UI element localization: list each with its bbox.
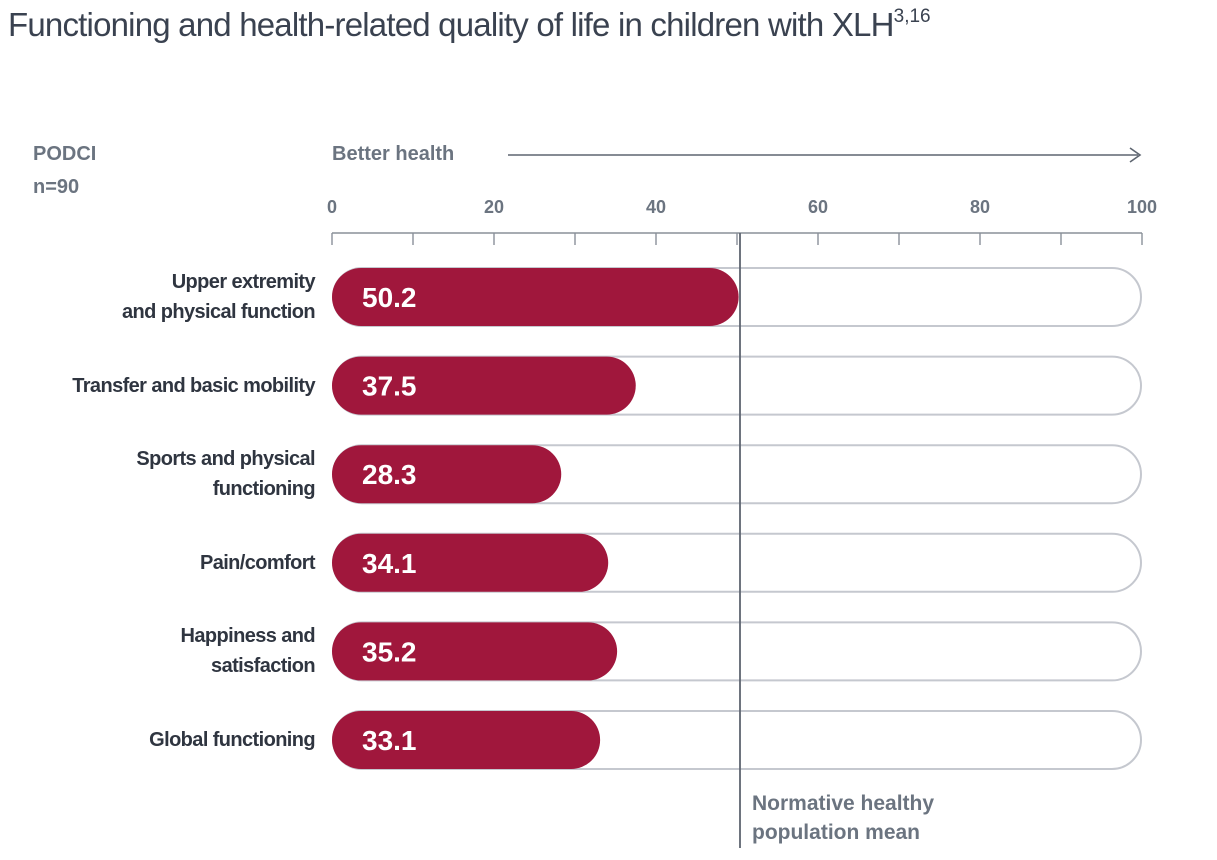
sample-size-label: n=90 xyxy=(33,176,80,198)
tick-label: 0 xyxy=(327,197,337,217)
bar-tracks xyxy=(332,267,1142,770)
tick-label: 60 xyxy=(808,197,828,217)
bar xyxy=(332,268,739,326)
bar-value-label: 37.5 xyxy=(362,371,417,402)
bar-value-label: 33.1 xyxy=(362,725,417,756)
bar-value-label: 34.1 xyxy=(362,548,417,579)
category-label-line: Pain/comfort xyxy=(199,551,316,574)
tick-label: 40 xyxy=(646,197,666,217)
chart-title-text: Functioning and health-related quality o… xyxy=(8,6,894,43)
bar-value-label: 28.3 xyxy=(362,459,417,490)
bars: 50.2 37.5 28.3 34.1 35.2 33.1 xyxy=(332,268,739,769)
bar xyxy=(332,356,636,415)
category-label-line: and physical function xyxy=(122,301,316,323)
category-label-line: satisfaction xyxy=(211,655,316,678)
tick-label: 80 xyxy=(970,197,990,217)
category-label: Global functioning xyxy=(15,725,315,755)
title-superscript: 3,16 xyxy=(893,6,931,27)
category-label-line: Upper extremity xyxy=(171,271,316,293)
arrow-head-icon xyxy=(1129,147,1142,163)
category-label-line: functioning xyxy=(212,478,316,501)
tick-label: 100 xyxy=(1127,197,1157,217)
bar xyxy=(332,622,618,681)
bar xyxy=(332,533,609,592)
bar xyxy=(332,445,562,504)
reference-label-line-2: population mean xyxy=(752,821,920,844)
x-axis-title: Better health xyxy=(332,143,455,165)
reference-line-label: Normative healthy population mean xyxy=(752,789,934,847)
category-label: Sports and physical functioning xyxy=(15,444,315,504)
category-label: Upper extremity and physical function xyxy=(15,267,316,327)
bar xyxy=(332,711,601,769)
x-axis: 0 20 40 60 80 100 xyxy=(327,147,1157,245)
category-label: Happiness and satisfaction xyxy=(15,621,316,681)
category-label-line: Happiness and xyxy=(180,625,316,648)
category-label-line: Global functioning xyxy=(149,729,315,751)
reference-label-line-1: Normative healthy xyxy=(752,792,935,815)
category-label-line: Transfer and basic mobility xyxy=(72,374,315,397)
category-label: Transfer and basic mobility xyxy=(15,371,315,401)
bar-value-label: 50.2 xyxy=(362,282,417,313)
chart-title: Functioning and health-related quality o… xyxy=(8,6,931,44)
tick-label: 20 xyxy=(484,197,504,217)
instrument-label: PODCI xyxy=(33,143,97,165)
category-label-line: Sports and physical xyxy=(136,448,315,471)
category-label: Pain/comfort xyxy=(15,548,316,578)
bar-value-label: 35.2 xyxy=(362,636,417,667)
